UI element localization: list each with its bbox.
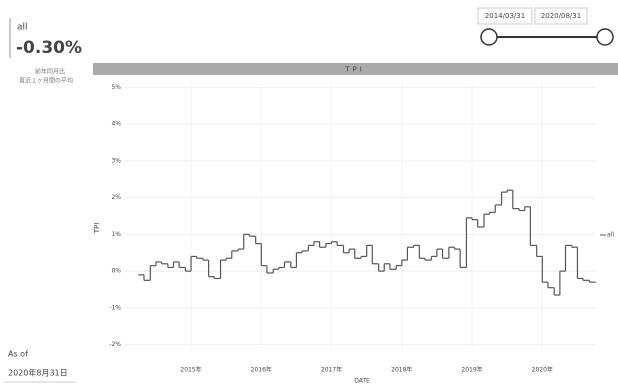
y-tick-label: 5% [111,84,121,91]
card-note: 直近１ヶ月間の平均 [19,77,73,85]
y-tick-label: 4% [111,121,121,128]
y-tick-label: 2% [111,194,121,201]
y-tick-label: 0% [111,268,121,275]
slider-handle[interactable] [480,28,498,46]
y-tick-label: 1% [111,231,121,238]
date-start[interactable]: 2014/03/31 [485,12,525,20]
chart-header [93,63,618,75]
x-axis-title: DATE [354,378,370,385]
date-start-box[interactable] [477,7,533,25]
y-tick-label: -1% [109,304,121,311]
x-tick-label: 2020年 [532,366,553,374]
x-tick-label: 2015年 [180,366,201,374]
date-end-box[interactable] [534,7,588,25]
card-note: 前年同月比 [35,68,65,76]
legend-label: all [607,232,614,239]
as-of-date: 2020年8月31日 [8,368,68,378]
y-tick-label: 3% [111,157,121,164]
x-tick-label: 2016年 [251,366,272,374]
card-value: -0.30% [16,38,82,58]
as-of-label: As of [8,350,28,359]
card-label: all [17,23,28,33]
x-tick-label: 2017年 [321,366,342,374]
y-tick-label: -2% [109,341,121,348]
x-tick-label: 2019年 [461,366,482,374]
chart-title: TPI [344,66,365,74]
y-axis-title: TPI [93,223,101,235]
x-tick-label: 2018年 [391,366,412,374]
date-end[interactable]: 2020/08/31 [541,12,581,20]
slider-handle[interactable] [596,28,614,46]
